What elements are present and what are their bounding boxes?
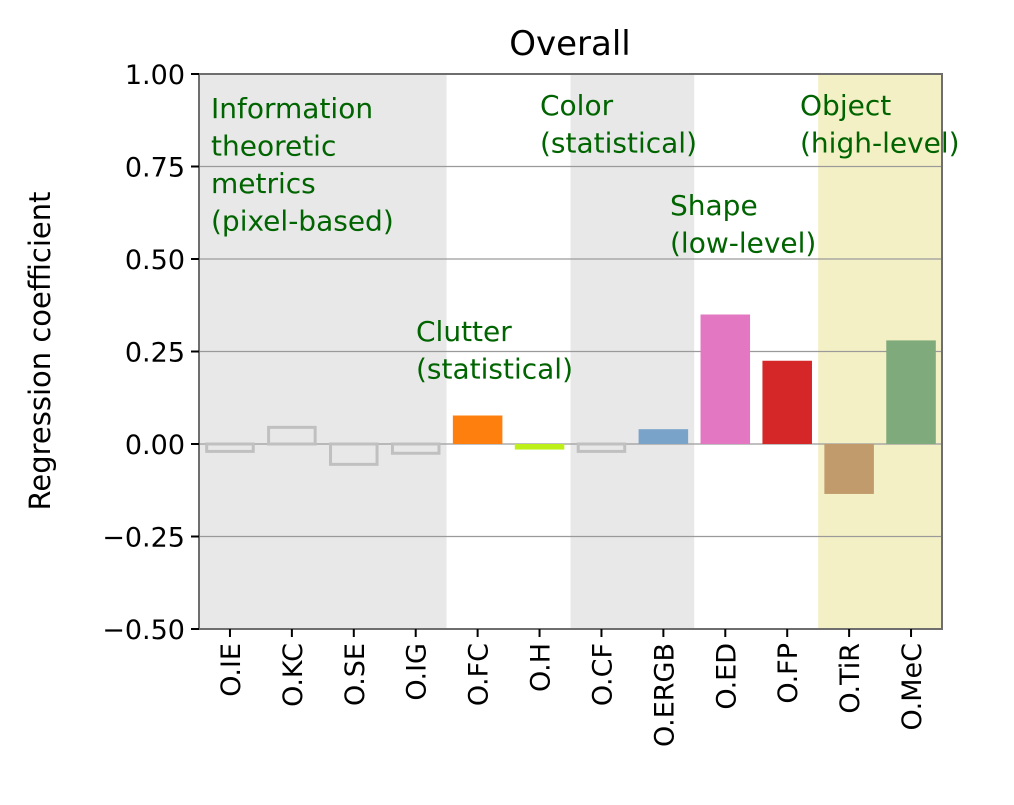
x-axis: O.IE O.KC O.SE O.IG O.FC O.H O.CF O.ERGB O.ED O.F… — [216, 629, 928, 747]
group-label-2: Color (statistical) — [540, 89, 697, 160]
bar-o-se — [329, 442, 379, 466]
y-tick-label: 0.50 — [125, 245, 185, 276]
group-label-3: Shape (low-level) — [670, 189, 816, 260]
chart-title: Overall — [509, 24, 631, 64]
group-label-line: metrics — [211, 167, 316, 200]
group-label-line: Clutter — [416, 315, 512, 348]
bar-o-ed — [700, 314, 751, 444]
y-axis-label: Regression coefficient — [23, 192, 57, 511]
x-tick-label: O.ED — [711, 643, 742, 710]
group-annotation-layer: Information theoretic metrics (pixel-based)… — [211, 89, 960, 386]
bar-o-cf — [576, 442, 627, 453]
bar-o-kc — [267, 425, 317, 446]
x-tick-label: O.IE — [216, 643, 247, 697]
bar-o-ergb — [638, 429, 689, 444]
bar-o-h — [514, 444, 565, 450]
y-tick-label: 1.00 — [125, 60, 185, 91]
x-tick-label: O.FC — [464, 643, 495, 706]
x-tick-label: O.IG — [402, 643, 433, 701]
y-axis: 1.00 0.75 0.50 0.25 0.00 −0.25 −0.50 — [102, 60, 199, 646]
group-label-line: theoretic — [211, 130, 336, 163]
group-label-line: Object — [800, 89, 891, 122]
bar-layer — [205, 314, 936, 494]
group-label-line: Shape — [670, 189, 758, 222]
group-label-line: Color — [540, 89, 614, 122]
x-tick-label: O.FP — [773, 643, 804, 704]
group-label-line: (high-level) — [800, 127, 960, 160]
x-tick-label: O.TiR — [835, 643, 866, 714]
gridline-layer — [199, 165, 942, 538]
y-tick-label: −0.25 — [102, 523, 185, 554]
group-label-4: Object (high-level) — [800, 89, 960, 160]
group-label-line: Information — [211, 92, 373, 125]
bar-o-fc — [452, 415, 503, 444]
y-tick-label: 0.75 — [125, 153, 185, 184]
x-tick-label: O.CF — [587, 643, 618, 706]
y-tick-label: −0.50 — [102, 615, 185, 646]
bar-o-fp — [762, 360, 812, 444]
x-tick-label: O.H — [526, 643, 557, 692]
group-label-line: (statistical) — [416, 353, 573, 386]
group-label-line: (pixel-based) — [211, 205, 394, 238]
group-label-1: Clutter (statistical) — [416, 315, 573, 386]
group-label-0: Information theoretic metrics (pixel-based) — [211, 92, 394, 238]
x-tick-label: O.MeC — [897, 643, 928, 731]
bar-o-ie — [205, 442, 255, 453]
y-tick-label: 0.25 — [125, 338, 185, 369]
bar-o-tir — [824, 444, 874, 494]
x-tick-label: O.ERGB — [649, 643, 680, 747]
bar-o-ig — [390, 442, 441, 455]
y-tick-label: 0.00 — [125, 430, 185, 461]
group-label-line: (low-level) — [670, 227, 816, 260]
x-tick-label: O.KC — [278, 643, 309, 707]
x-tick-label: O.SE — [340, 643, 371, 706]
bar-o-mec — [886, 340, 936, 444]
group-label-line: (statistical) — [540, 127, 697, 160]
